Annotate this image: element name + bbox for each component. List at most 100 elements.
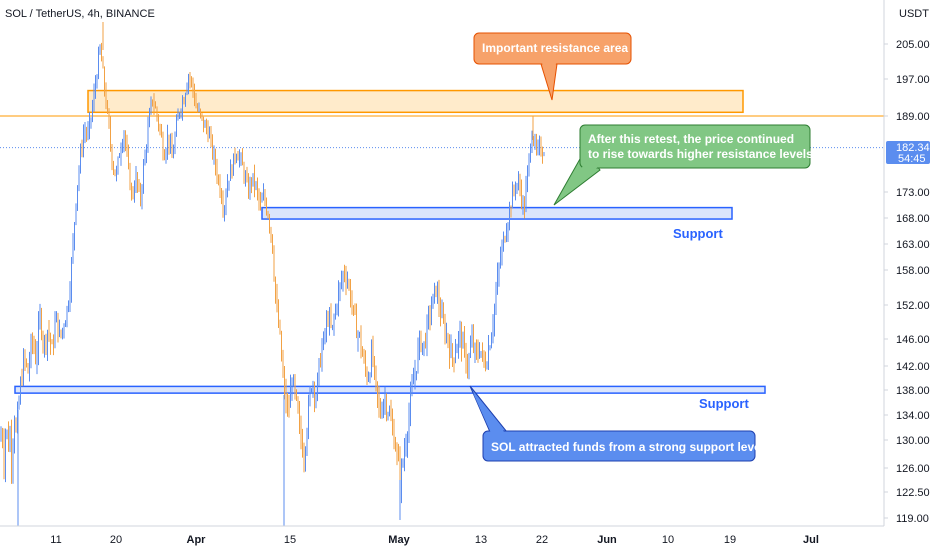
candle-body xyxy=(291,385,293,388)
candle-body xyxy=(132,189,134,196)
candle-body xyxy=(207,128,209,138)
x-tick-label: 13 xyxy=(475,534,487,546)
candle-body xyxy=(246,176,248,181)
candle-body xyxy=(98,52,99,78)
candle-body xyxy=(159,126,161,130)
current-price-tag: 182.34 54:45 xyxy=(886,141,930,165)
candle-body xyxy=(170,142,171,146)
candle-body xyxy=(284,375,285,388)
zones-layer xyxy=(0,89,884,394)
candle-body xyxy=(8,430,9,450)
candle-body xyxy=(360,332,362,351)
candle-body xyxy=(194,89,195,102)
candle-body xyxy=(425,341,426,346)
candle-body xyxy=(225,196,227,208)
candle-body xyxy=(224,207,225,211)
candle-body xyxy=(402,461,404,465)
candle-body xyxy=(287,405,288,407)
candle-body xyxy=(261,199,263,203)
candle-body xyxy=(354,305,356,314)
candle-body xyxy=(200,109,201,114)
resistance-callout: Important resistance area xyxy=(473,32,632,101)
candle-body xyxy=(156,107,158,117)
candle-body xyxy=(383,401,384,414)
candle-body xyxy=(525,185,527,212)
candle-body xyxy=(303,455,305,463)
candle-body xyxy=(440,307,441,318)
candle-body xyxy=(186,85,188,95)
x-tick-label: 15 xyxy=(284,534,296,546)
candle-body xyxy=(114,169,116,176)
candle-body xyxy=(264,193,266,202)
candle-body xyxy=(299,412,300,423)
candle-body xyxy=(155,106,156,108)
candle-body xyxy=(134,190,135,196)
candle-body xyxy=(249,180,251,196)
candle-body xyxy=(468,356,470,370)
candle-body xyxy=(479,355,480,357)
candle-body xyxy=(2,433,3,441)
countdown-label: 54:45 xyxy=(898,153,926,165)
candle-body xyxy=(74,222,75,241)
candle-body xyxy=(12,444,14,470)
candle-body xyxy=(393,427,395,448)
retest-callout: After this retest, the price continued t… xyxy=(553,124,816,206)
candle-body xyxy=(531,137,533,152)
candle-body xyxy=(251,180,252,184)
candle-body xyxy=(105,89,107,107)
candle-body xyxy=(420,333,422,350)
candle-body xyxy=(512,188,513,209)
candle-body xyxy=(47,330,48,347)
candle-body xyxy=(92,106,93,119)
candle-body xyxy=(168,134,170,146)
candle-body xyxy=(362,350,363,357)
candle-body xyxy=(5,432,6,471)
candle-body xyxy=(221,193,222,202)
candle-body xyxy=(26,360,27,365)
candle-body xyxy=(107,106,108,110)
candle-body xyxy=(140,188,141,200)
candle-body xyxy=(24,355,26,361)
candle-body xyxy=(14,421,15,445)
candle-body xyxy=(108,109,110,126)
candle-body xyxy=(23,355,24,384)
candle-body xyxy=(542,153,543,156)
candle-body xyxy=(42,335,44,344)
candle-body xyxy=(263,193,264,200)
candle-body xyxy=(282,359,284,376)
candle-body xyxy=(441,311,443,318)
y-tick-label: 130.00 xyxy=(896,435,930,447)
candle-body xyxy=(237,156,239,161)
candle-body xyxy=(270,228,272,235)
candle-body xyxy=(435,285,437,295)
candle-body xyxy=(516,183,518,189)
candle-body xyxy=(348,282,350,286)
candle-body xyxy=(392,419,393,428)
candle-body xyxy=(45,338,47,347)
candle-body xyxy=(515,188,516,190)
candle-body xyxy=(317,375,318,400)
candle-body xyxy=(39,311,41,323)
zone-resistance xyxy=(87,89,744,114)
candle-body xyxy=(377,382,378,396)
candle-body xyxy=(56,313,57,322)
candle-body xyxy=(101,45,102,62)
candle-body xyxy=(488,348,489,367)
candle-body xyxy=(326,320,327,334)
candle-body xyxy=(540,143,542,154)
support-label-lower: Support xyxy=(699,396,749,411)
candle-body xyxy=(443,311,444,322)
candle-body xyxy=(33,341,35,351)
candle-body xyxy=(458,334,459,347)
candle-body xyxy=(329,314,330,324)
candle-body xyxy=(0,433,2,440)
candle-body xyxy=(351,302,353,306)
support-label-upper: Support xyxy=(673,226,723,241)
candle-body xyxy=(230,166,231,181)
candle-body xyxy=(386,399,387,414)
candle-body xyxy=(504,236,506,241)
candle-body xyxy=(477,351,479,356)
candle-body xyxy=(429,312,431,318)
candle-body xyxy=(387,413,389,415)
